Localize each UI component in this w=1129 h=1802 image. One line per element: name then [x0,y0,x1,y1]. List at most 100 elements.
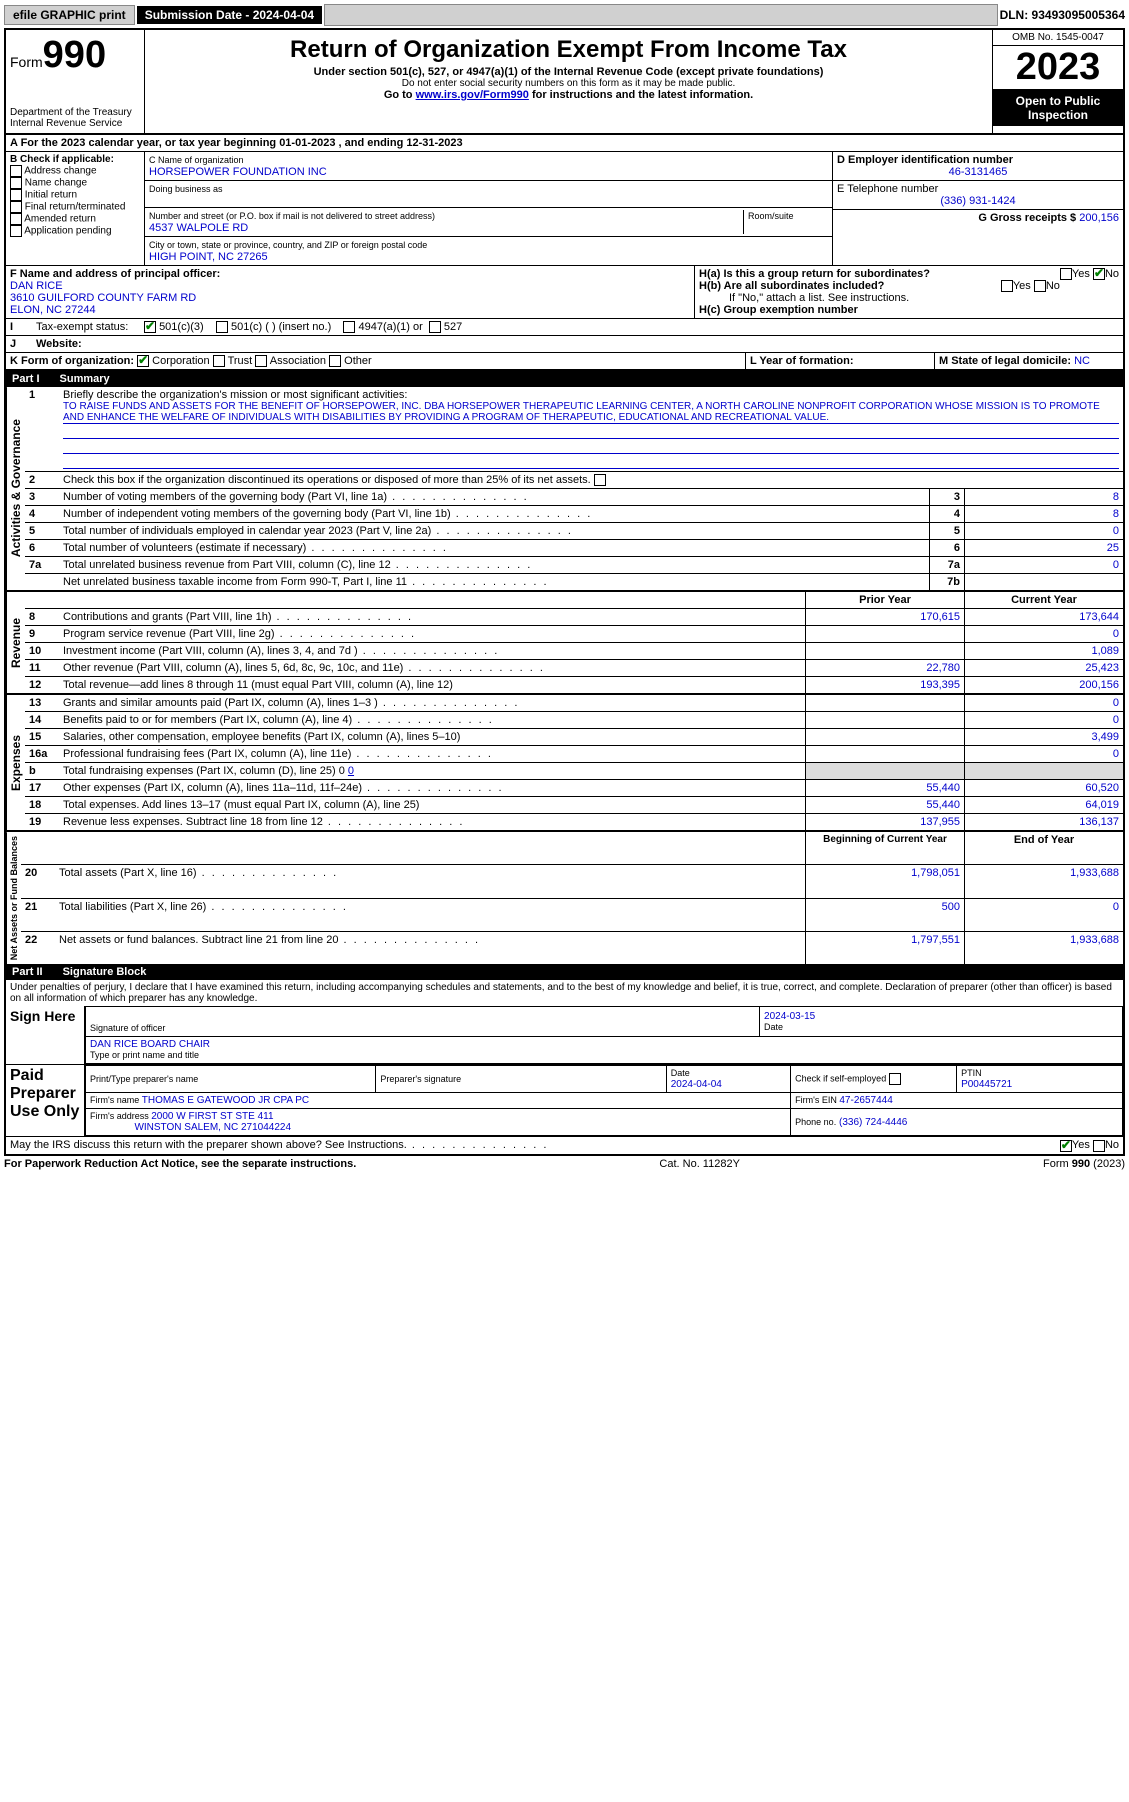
part2-label: Part II [12,966,43,978]
irs-label: Internal Revenue Service [10,118,140,129]
period-row: A For the 2023 calendar year, or tax yea… [6,135,1123,152]
501c-checkbox[interactable] [216,321,228,333]
discuss-no-checkbox[interactable] [1093,1140,1105,1152]
dept-label: Department of the Treasury [10,107,140,118]
subtitle-2: Do not enter social security numbers on … [149,78,988,89]
name-change-checkbox[interactable] [10,177,22,189]
form-header: Form990 Department of the Treasury Inter… [6,30,1123,135]
fundraising-link[interactable]: 0 [348,765,354,777]
g-label: G Gross receipts $ [978,212,1076,224]
ha-yes-checkbox[interactable] [1060,268,1072,280]
spacer-button [324,4,997,26]
addr-label: Number and street (or P.O. box if mail i… [149,211,435,221]
501c3-checkbox[interactable] [144,321,156,333]
form990-link[interactable]: www.irs.gov/Form990 [416,89,529,101]
part1-header: Part I Summary [6,371,1123,387]
activities-section: Activities & Governance 1 Briefly descri… [6,387,1123,592]
city-label: City or town, state or province, country… [149,240,427,250]
final-return-checkbox[interactable] [10,201,22,213]
4947-checkbox[interactable] [343,321,355,333]
trust-checkbox[interactable] [213,355,225,367]
efile-print-button[interactable]: efile GRAPHIC print [4,5,135,25]
ein: 46-3131465 [837,166,1119,178]
amended-return-checkbox[interactable] [10,213,22,225]
form-number: 990 [43,34,106,76]
officer-h-row: F Name and address of principal officer:… [6,266,1123,319]
subtitle-1: Under section 501(c), 527, or 4947(a)(1)… [149,66,988,78]
part1-title: Summary [60,373,110,385]
net-assets-section: Net Assets or Fund Balances Beginning of… [6,832,1123,964]
header-mid: Return of Organization Exempt From Incom… [145,30,992,133]
table-row: 11Other revenue (Part VIII, column (A), … [25,660,1123,677]
j-label: Website: [36,338,82,350]
vlabel-expenses: Expenses [6,695,25,830]
governance-table: 1 Briefly describe the organization's mi… [25,387,1123,590]
room-label: Room/suite [748,211,794,221]
vlabel-revenue: Revenue [6,592,25,693]
submission-date: Submission Date - 2024-04-04 [137,6,322,24]
m-val: NC [1074,355,1090,367]
hb-note: If "No," attach a list. See instructions… [699,292,1119,304]
part1-label: Part I [12,373,40,385]
street-address: 4537 WALPOLE RD [149,222,248,234]
table-row: 18Total expenses. Add lines 13–17 (must … [25,797,1123,814]
officer-addr1: 3610 GUILFORD COUNTY FARM RD [10,292,196,304]
application-pending-checkbox[interactable] [10,225,22,237]
c-label: C Name of organization [149,155,244,165]
initial-return-checkbox[interactable] [10,189,22,201]
hc-label: H(c) Group exemption number [699,304,858,316]
f-label: F Name and address of principal officer: [10,268,220,280]
k-l-m-row: K Form of organization: Corporation Trus… [6,353,1123,371]
discuss-row: May the IRS discuss this return with the… [6,1137,1123,1153]
d-label: D Employer identification number [837,154,1013,166]
vlabel-net: Net Assets or Fund Balances [6,832,21,964]
vlabel-governance: Activities & Governance [6,387,25,590]
form-label: Form [10,54,43,70]
table-row: 16aProfessional fundraising fees (Part I… [25,746,1123,763]
table-row: 10Investment income (Part VIII, column (… [25,643,1123,660]
top-bar: efile GRAPHIC print Submission Date - 20… [4,4,1125,26]
m-label: M State of legal domicile: [939,355,1071,367]
tax-status-row: I Tax-exempt status: 501(c)(3) 501(c) ( … [6,319,1123,336]
assoc-checkbox[interactable] [255,355,267,367]
paid-preparer-label: Paid Preparer Use Only [6,1065,85,1136]
goto-pre: Go to [384,89,416,101]
527-checkbox[interactable] [429,321,441,333]
k-label: K Form of organization: [10,355,134,367]
hb-yes-checkbox[interactable] [1001,280,1013,292]
pra-notice: For Paperwork Reduction Act Notice, see … [4,1158,356,1170]
hb-no-checkbox[interactable] [1034,280,1046,292]
table-row: 17Other expenses (Part IX, column (A), l… [25,780,1123,797]
q1-label: Briefly describe the organization's miss… [63,389,407,401]
table-row: 8Contributions and grants (Part VIII, li… [25,609,1123,626]
table-row: 15Salaries, other compensation, employee… [25,729,1123,746]
page-footer: For Paperwork Reduction Act Notice, see … [4,1156,1125,1170]
table-row: 21Total liabilities (Part X, line 26)500… [21,898,1123,932]
corp-checkbox[interactable] [137,355,149,367]
officer-addr2: ELON, NC 27244 [10,304,96,316]
tax-year: 2023 [993,45,1123,90]
discuss-yes-checkbox[interactable] [1060,1140,1072,1152]
self-employed-checkbox[interactable] [889,1073,901,1085]
entity-right: D Employer identification number 46-3131… [832,152,1123,265]
table-row: 13Grants and similar amounts paid (Part … [25,695,1123,712]
ha-no-checkbox[interactable] [1093,268,1105,280]
officer-name: DAN RICE [10,280,63,292]
address-change-checkbox[interactable] [10,165,22,177]
revenue-section: Revenue Prior YearCurrent Year 8Contribu… [6,592,1123,695]
q2-checkbox[interactable] [594,474,606,486]
phone: (336) 931-1424 [837,195,1119,207]
form-ref: Form 990 (2023) [1043,1158,1125,1170]
perjury-declaration: Under penalties of perjury, I declare th… [6,980,1123,1006]
dln-label: DLN: 93493095005364 [1000,8,1125,22]
city-state-zip: HIGH POINT, NC 27265 [149,251,268,263]
part2-title: Signature Block [63,966,147,978]
header-right: OMB No. 1545-0047 2023 Open to Public In… [992,30,1123,133]
e-label: E Telephone number [837,183,938,195]
table-row: 14Benefits paid to or for members (Part … [25,712,1123,729]
cat-no: Cat. No. 11282Y [659,1158,740,1170]
other-checkbox[interactable] [329,355,341,367]
mission-text: TO RAISE FUNDS AND ASSETS FOR THE BENEFI… [63,401,1119,424]
form-title: Return of Organization Exempt From Incom… [149,36,988,64]
sign-here-label: Sign Here [6,1006,85,1064]
